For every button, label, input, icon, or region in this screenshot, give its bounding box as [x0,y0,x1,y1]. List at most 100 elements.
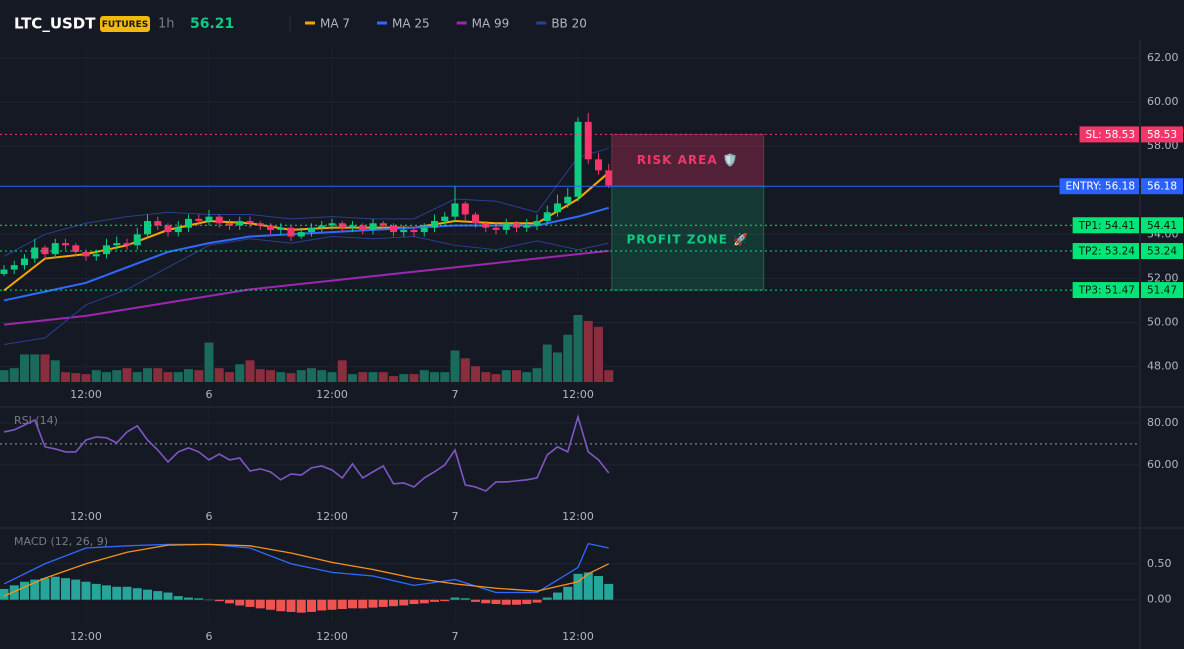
legend-label: MA 7 [320,17,350,31]
candle-body [584,121,592,160]
x-tick-label: 6 [206,630,213,643]
volume-bar [163,372,173,382]
macd-histogram-bar [173,596,183,600]
candle-body [502,223,510,230]
x-tick-label: 12:00 [562,388,594,401]
legend-label: MA 99 [472,17,510,31]
level-value: 53.24 [1147,246,1177,258]
volume-bar [542,344,552,382]
y-tick-label: 50.00 [1147,315,1179,328]
macd-line [3,542,609,594]
macd-histogram-bar [102,585,111,600]
macd-histogram-bar [194,598,204,600]
x-tick-label: 12:00 [562,510,594,523]
candle-body [523,225,531,228]
level-value-bg [1141,282,1183,299]
level-value: 51.47 [1147,285,1177,297]
x-tick-label: 12:00 [70,510,102,523]
macd-histogram-bar [61,578,70,600]
macd-histogram-bar [563,586,573,600]
candle-body [195,218,203,222]
volume-bar [0,370,9,382]
macd-histogram-bar [440,599,450,602]
macd-histogram-bar [583,572,593,600]
volume-bar [440,372,450,382]
symbol: LTC_USDT [14,15,96,33]
candle-body [441,216,449,222]
macd-histogram-bar [153,591,163,600]
volume-bar [40,354,50,382]
volume-bar [173,372,183,382]
volume-bar [594,326,603,382]
macd-histogram-bar [266,599,275,610]
volume-bar [553,352,562,382]
macd-histogram-bar [91,583,101,600]
volume-bar [9,368,19,382]
macd-histogram-bar [317,599,327,611]
level-label: ENTRY: 56.18 [1066,181,1135,193]
y-tick-label: 60.00 [1147,95,1179,108]
macd-histogram-bar [573,573,583,600]
zone-label: PROFIT ZONE 🚀 [626,233,749,247]
macd-histogram-bar [327,599,337,610]
candle-body [420,227,428,233]
volume-bar [214,368,224,382]
macd-histogram-bar [389,599,398,607]
macd-histogram-bar [81,581,91,600]
volume-bar [91,370,101,382]
volume-bar [266,370,275,382]
candle-body [174,227,182,233]
candle-body [246,221,254,224]
candle-body [461,203,469,215]
macd-histogram-bar [594,576,603,600]
macd-histogram-bar [276,599,286,612]
x-tick-label: 7 [452,510,459,523]
candle-body [564,196,572,204]
candle-body [359,225,367,230]
macd-histogram-bar [553,592,562,600]
volume-bar [153,368,163,382]
volume-bar [481,372,491,382]
volume-bar [132,372,142,382]
volume-bar [276,372,286,382]
y-tick-label: 60.00 [1147,458,1179,471]
volume-bar [225,372,234,382]
level-label-bg [1072,243,1139,260]
macd-histogram-bar [481,599,491,604]
y-tick-label: 48.00 [1147,360,1179,373]
volume-bar [563,334,573,382]
candle-body [256,223,264,226]
candle-body [390,225,397,233]
candle-body [277,227,285,230]
volume-bar [471,366,480,382]
candle-body [82,251,90,257]
badge-bg [100,16,150,32]
candle-body [543,212,551,222]
macd-histogram-bar [0,588,9,600]
candle-body [154,221,162,226]
volume-bar [235,364,245,382]
macd-histogram-bar [409,599,419,605]
macd-histogram-bar [430,599,439,602]
candle-body [92,254,100,257]
x-tick-label: 12:00 [562,630,594,643]
macd-histogram-bar [184,597,193,600]
volume-bar [204,342,214,382]
candle-body [431,221,438,228]
volume-bar [419,370,429,382]
candle-body [308,227,315,233]
ma-line [3,249,609,326]
macd-histogram-bar [460,598,470,600]
volume-bar [122,368,132,382]
volume-bar [358,372,368,382]
macd-histogram-bar [512,599,521,605]
macd-histogram-bar [542,597,552,600]
candle-body [62,243,69,246]
futures-badge: FUTURES [102,20,148,30]
candle-body [297,232,305,237]
candle-body [205,216,213,222]
volume-bar [296,370,306,382]
candle-body [10,265,18,270]
level-label-bg [1079,126,1139,143]
volume-bar [317,370,327,382]
